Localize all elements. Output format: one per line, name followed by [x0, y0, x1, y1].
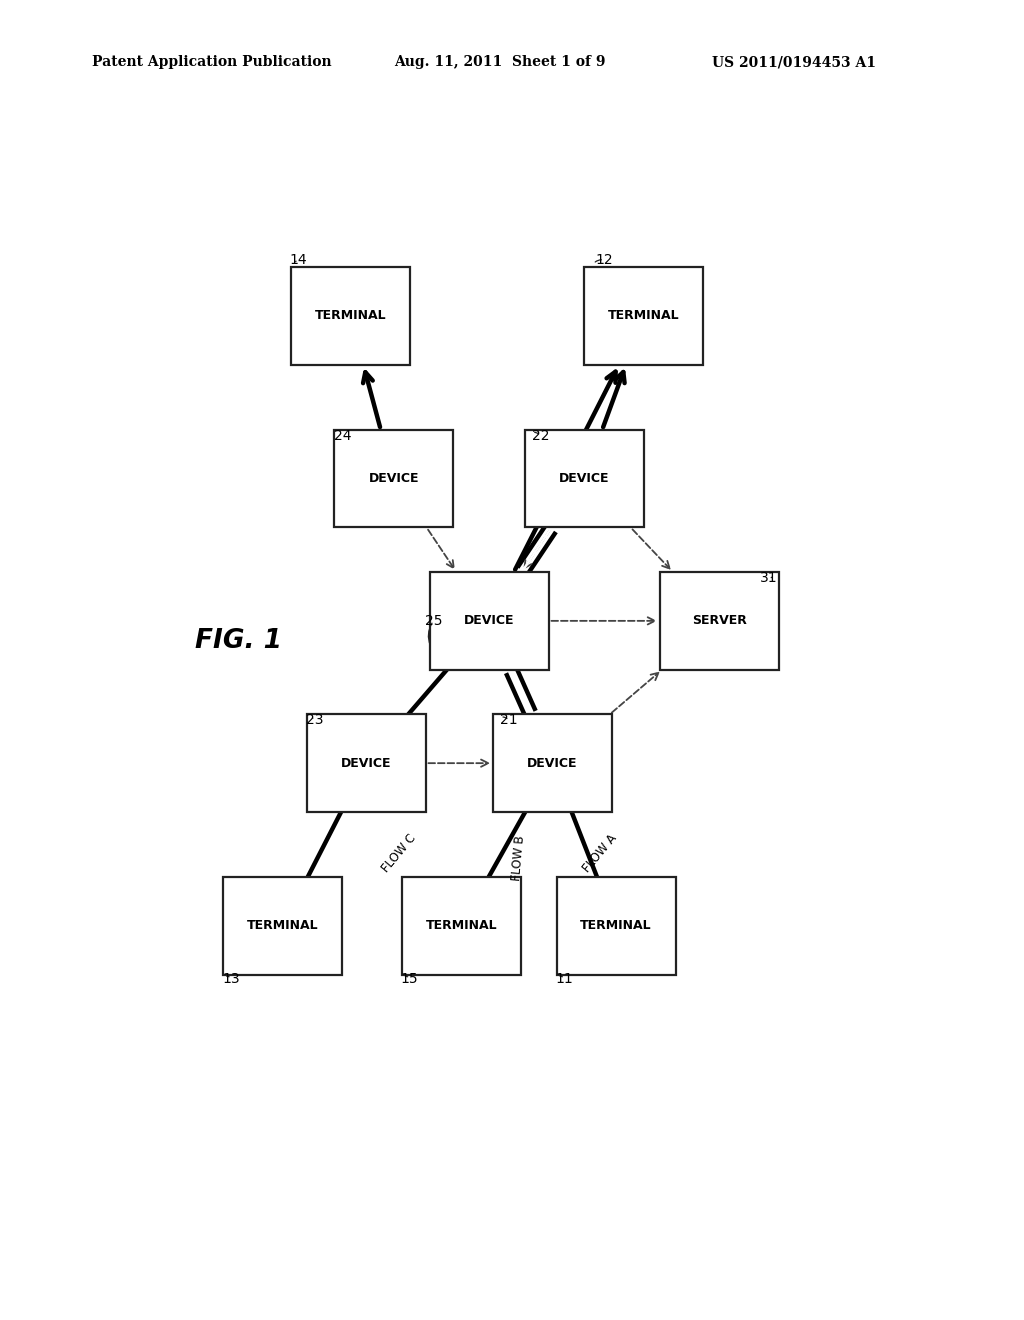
Text: 21: 21 [500, 714, 518, 727]
Text: 12: 12 [595, 253, 613, 267]
Text: 25: 25 [425, 614, 442, 628]
Text: TERMINAL: TERMINAL [247, 919, 318, 932]
Text: 24: 24 [334, 429, 351, 444]
Text: FIG. 1: FIG. 1 [196, 628, 283, 655]
Text: 23: 23 [306, 714, 324, 727]
Text: Patent Application Publication: Patent Application Publication [92, 55, 332, 70]
FancyBboxPatch shape [430, 572, 549, 669]
Text: SERVER: SERVER [692, 614, 746, 627]
Text: DEVICE: DEVICE [341, 756, 391, 770]
Text: 22: 22 [531, 429, 550, 444]
Text: TERMINAL: TERMINAL [426, 919, 497, 932]
Text: 15: 15 [401, 972, 419, 986]
Text: US 2011/0194453 A1: US 2011/0194453 A1 [712, 55, 876, 70]
Text: FLOW A: FLOW A [581, 832, 620, 875]
FancyBboxPatch shape [223, 876, 342, 974]
FancyBboxPatch shape [401, 876, 521, 974]
FancyBboxPatch shape [585, 267, 703, 364]
Text: DEVICE: DEVICE [369, 473, 419, 484]
Text: FLOW B: FLOW B [510, 834, 527, 880]
Text: TERMINAL: TERMINAL [314, 309, 386, 322]
FancyBboxPatch shape [557, 876, 676, 974]
Text: 11: 11 [556, 972, 573, 986]
FancyBboxPatch shape [659, 572, 779, 669]
FancyBboxPatch shape [334, 430, 454, 528]
FancyBboxPatch shape [291, 267, 410, 364]
FancyBboxPatch shape [306, 714, 426, 812]
Text: DEVICE: DEVICE [464, 614, 514, 627]
FancyBboxPatch shape [524, 430, 644, 528]
Text: 14: 14 [290, 253, 307, 267]
Text: Aug. 11, 2011  Sheet 1 of 9: Aug. 11, 2011 Sheet 1 of 9 [394, 55, 606, 70]
Text: 13: 13 [222, 972, 240, 986]
Text: TERMINAL: TERMINAL [581, 919, 652, 932]
Text: DEVICE: DEVICE [527, 756, 578, 770]
Text: DEVICE: DEVICE [559, 473, 609, 484]
Text: TERMINAL: TERMINAL [608, 309, 680, 322]
Text: 31: 31 [760, 572, 777, 585]
Text: FLOW C: FLOW C [380, 832, 419, 875]
FancyBboxPatch shape [494, 714, 612, 812]
